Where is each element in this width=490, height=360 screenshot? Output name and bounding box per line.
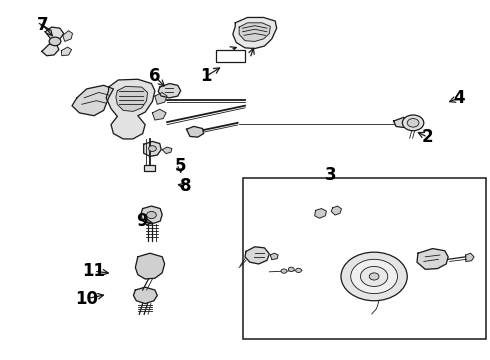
Polygon shape: [270, 253, 278, 260]
Circle shape: [288, 267, 294, 271]
Polygon shape: [144, 141, 161, 157]
Polygon shape: [417, 249, 448, 269]
Polygon shape: [233, 18, 277, 49]
Polygon shape: [61, 47, 72, 56]
Polygon shape: [187, 126, 203, 137]
Circle shape: [369, 273, 379, 280]
Polygon shape: [315, 208, 326, 218]
Polygon shape: [63, 31, 73, 41]
Polygon shape: [45, 27, 64, 40]
Circle shape: [295, 268, 301, 273]
Circle shape: [148, 146, 156, 152]
Text: 3: 3: [324, 166, 336, 184]
Polygon shape: [466, 253, 474, 261]
Polygon shape: [42, 44, 59, 56]
Polygon shape: [158, 84, 181, 98]
Polygon shape: [133, 287, 157, 303]
Circle shape: [402, 115, 424, 131]
Polygon shape: [155, 93, 167, 104]
Circle shape: [361, 266, 388, 287]
Text: 6: 6: [149, 67, 161, 85]
Circle shape: [351, 259, 397, 294]
Polygon shape: [106, 79, 155, 139]
Text: 7: 7: [37, 15, 49, 33]
Bar: [216, 50, 245, 62]
Polygon shape: [162, 147, 172, 154]
Text: 9: 9: [136, 212, 147, 230]
Polygon shape: [116, 86, 147, 111]
Text: 8: 8: [180, 177, 191, 195]
Circle shape: [341, 252, 407, 301]
Text: 2: 2: [422, 128, 434, 146]
Circle shape: [281, 269, 287, 273]
Polygon shape: [331, 206, 342, 215]
Text: 5: 5: [175, 157, 186, 175]
Polygon shape: [393, 117, 411, 127]
Bar: [243, 178, 486, 339]
Polygon shape: [245, 247, 270, 264]
Polygon shape: [239, 23, 270, 41]
Polygon shape: [135, 253, 165, 279]
Text: 10: 10: [75, 289, 98, 307]
Polygon shape: [141, 206, 162, 224]
Polygon shape: [152, 109, 166, 120]
Circle shape: [147, 211, 156, 219]
Text: 11: 11: [82, 262, 105, 280]
Text: 4: 4: [454, 89, 465, 107]
Text: 1: 1: [200, 67, 212, 85]
Circle shape: [49, 37, 61, 46]
Polygon shape: [72, 85, 114, 116]
Bar: [144, 165, 155, 171]
Circle shape: [407, 118, 419, 127]
